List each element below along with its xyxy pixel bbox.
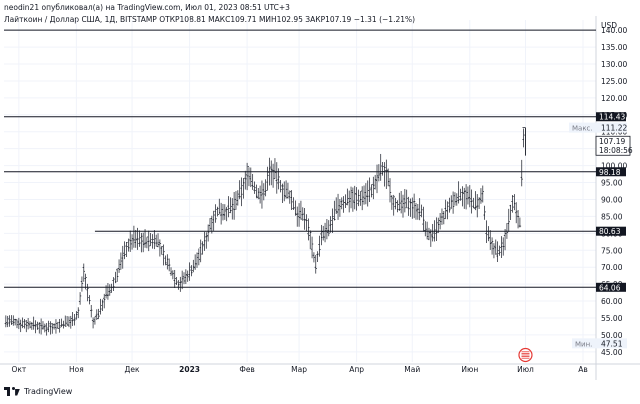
min-hint-value: 47.51 [601,339,623,348]
level-price-label-bg [596,226,626,236]
level-price-label-bg [596,282,626,292]
price-tick-label: 120.00 [601,94,627,103]
price-tick-label: 100.00 [601,162,627,171]
footer-brand[interactable]: TradingView [4,384,72,398]
time-tick-label: Июн [461,365,478,374]
price-tick-label: 90.00 [601,195,623,204]
currency-label: USD [601,21,617,30]
max-hint-bg [569,122,627,133]
time-tick-label: Фев [239,365,255,374]
time-tick-label: Ноя [69,365,84,374]
price-tick-label: 55.00 [601,314,623,323]
price-tick-label: 75.00 [601,246,623,255]
price-tick-label: 85.00 [601,212,623,221]
price-tick-label: 50.00 [601,331,623,340]
max-hint-value: 111.22 [601,124,627,133]
time-tick-label: Дек [125,365,140,374]
time-tick-label: Май [404,365,420,374]
countdown-label: 18:08:56 [599,146,633,155]
brand-name: TradingView [24,386,73,396]
last-price-label: 107.19 [599,137,625,146]
price-tick-label: 140.00 [601,26,627,35]
price-tick-label: 125.00 [601,77,627,86]
time-tick-label: Мар [291,365,307,374]
last-price-tag-bg [595,135,631,156]
chart-header: neodin21 опубликовал(а) на TradingView.c… [4,3,415,24]
time-tick-label: Апр [349,365,364,374]
level-price-label-bg [596,167,626,177]
level-price-label: 98.18 [599,168,621,177]
min-hint-bg [572,338,627,349]
min-hint-label: Мин. [575,340,592,348]
time-tick-label: Июл [517,365,534,374]
time-tick-label: Окт [11,365,26,374]
level-price-label-bg [596,112,626,122]
time-tick-label: Ав [578,365,588,374]
price-tick-label: 70.00 [601,263,623,272]
price-tick-label: 45.00 [601,348,623,357]
symbol-legend: Лайткоин / Доллар США, 1Д, BITSTAMP ОТКР… [4,15,416,24]
published-by-text: neodin21 опубликовал(а) на TradingView.c… [4,3,290,12]
price-tick-label: 135.00 [601,43,627,52]
price-tick-label: 95.00 [601,179,623,188]
time-tick-label: 2023 [179,365,200,374]
price-tick-label: 130.00 [601,60,627,69]
max-hint-label: Макс. [572,125,593,133]
level-price-label: 114.43 [599,113,625,122]
price-tick-label: 60.00 [601,297,623,306]
level-price-label: 64.06 [599,283,621,292]
level-price-label: 80.63 [599,227,621,236]
tradingview-logo-icon [4,386,20,396]
